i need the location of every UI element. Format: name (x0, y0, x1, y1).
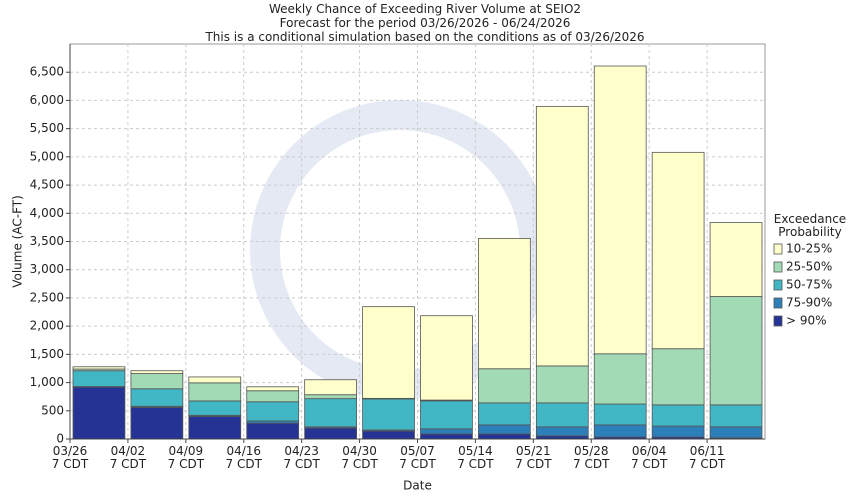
bar-segment (72, 370, 126, 387)
bar-segment (535, 365, 589, 404)
bar-segment (535, 402, 589, 428)
bar-segment (304, 394, 357, 400)
x-tick-label: 04/09 7 CDT (167, 444, 205, 471)
bar-segment (535, 105, 589, 367)
x-tick-label: 04/02 7 CDT (109, 444, 147, 471)
y-tick-label: 500 (41, 403, 64, 417)
bar-segment (304, 398, 357, 428)
bar-segment (478, 237, 531, 370)
x-tick-label: 04/16 7 CDT (225, 444, 262, 471)
bar-segment (362, 306, 415, 399)
y-tick-label: 1,500 (30, 347, 64, 361)
bar-segment (593, 424, 647, 438)
bar-segment (246, 422, 300, 440)
bar-segment (130, 388, 184, 407)
y-axis-title: Volume (AC-FT) (11, 195, 25, 288)
legend-label: 50-75% (786, 278, 832, 292)
bar-segment (651, 425, 705, 438)
bar-segment (593, 353, 647, 405)
bar-segment (72, 386, 126, 440)
legend-label: 75-90% (786, 296, 832, 310)
x-axis-title: Date (403, 479, 432, 493)
y-tick-label: 2,000 (30, 319, 64, 333)
bar-segment (478, 402, 531, 426)
legend-swatch (773, 261, 783, 273)
bar-segment (304, 427, 357, 440)
bar-segment (420, 315, 473, 401)
bar-segment (478, 424, 531, 435)
bar-segment (478, 368, 531, 404)
legend-swatch (773, 279, 783, 291)
bar-segment (246, 401, 300, 422)
x-tick-label: 05/21 7 CDT (515, 444, 552, 471)
y-tick-label: 2,500 (30, 290, 64, 304)
x-tick-label: 04/23 7 CDT (283, 444, 320, 471)
bar-segment (130, 370, 184, 374)
y-tick-label: 3,000 (30, 262, 64, 276)
bar-segment (593, 65, 647, 355)
x-tick-label: 05/28 7 CDT (573, 444, 610, 471)
bar-segment (72, 366, 126, 370)
x-tick-label: 04/30 7 CDT (341, 444, 378, 471)
legend-swatch (773, 243, 783, 255)
bar-segment (188, 400, 242, 416)
bar-segment (188, 376, 242, 384)
legend-label: 25-50% (786, 260, 832, 274)
bar-segment (651, 404, 705, 427)
bar-segment (420, 428, 473, 435)
bar-segment (478, 433, 531, 440)
bar-segment (651, 151, 705, 350)
bar-segment (188, 382, 242, 402)
bar-segment (362, 398, 415, 431)
chart-title: Weekly Chance of Exceeding River Volume … (268, 2, 582, 16)
watermark (250, 100, 550, 400)
bar-segment (246, 386, 300, 392)
bar-segment (709, 426, 763, 439)
bar-segment (709, 404, 763, 428)
bar-segment (420, 400, 473, 430)
legend-label: 10-25% (786, 242, 832, 256)
x-tick-label: 03/26 7 CDT (51, 444, 89, 471)
y-tick-label: 6,500 (30, 65, 64, 79)
x-tick-label: 06/04 7 CDT (630, 444, 668, 471)
bar-segment (130, 373, 184, 390)
bar-segment (709, 222, 763, 297)
bar-segment (535, 426, 589, 437)
y-tick-label: 1,000 (30, 375, 64, 389)
bar-segment (651, 348, 705, 406)
x-tick-label: 05/14 7 CDT (457, 444, 494, 471)
chart-subtitle: Forecast for the period 03/26/2026 - 06/… (279, 16, 571, 30)
bar-segment (709, 296, 763, 406)
y-tick-label: 6,000 (30, 93, 64, 107)
y-tick-label: 5,000 (30, 149, 64, 163)
y-tick-label: 4,500 (30, 178, 64, 192)
legend-title: Exceedance Probability (773, 212, 847, 239)
bar-segment (420, 433, 473, 440)
bar-segment (246, 390, 300, 403)
bar-segment (362, 430, 415, 440)
bar-segment (593, 403, 647, 426)
legend-swatch (773, 297, 783, 309)
x-tick-label: 06/11 7 CDT (688, 444, 726, 471)
y-tick-label: 4,000 (30, 206, 64, 220)
y-tick-label: 0 (56, 432, 64, 446)
bar-segment (304, 379, 357, 396)
x-tick-label: 05/07 7 CDT (399, 444, 436, 471)
bar-segment (188, 416, 242, 440)
chart-note: This is a conditional simulation based o… (205, 30, 645, 44)
y-tick-label: 5,500 (30, 121, 64, 135)
legend-swatch (773, 315, 783, 327)
y-tick-label: 3,500 (30, 234, 64, 248)
legend-label: > 90% (786, 314, 827, 328)
bar-segment (130, 406, 184, 440)
